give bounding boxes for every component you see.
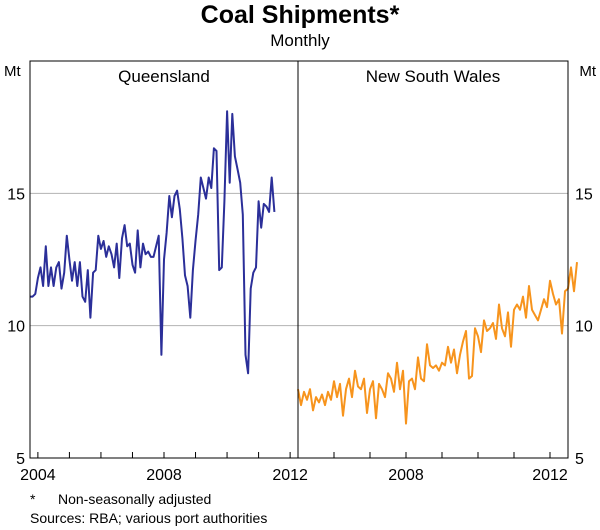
axis-labels: Mt Mt Queensland New South Wales 5 5 10 10 1…	[4, 63, 597, 484]
x-tick-label-2008: 2008	[388, 467, 424, 484]
panel-title-new-south-wales: New South Wales	[366, 67, 500, 86]
x-tick-label-2004: 2004	[20, 467, 56, 484]
y-unit-left: Mt	[4, 63, 21, 80]
footnote-marker: *	[30, 491, 36, 507]
footnote-adjustment: * Non-seasonally adjusted	[30, 491, 211, 508]
y-unit-right: Mt	[579, 63, 596, 80]
series-line-queensland	[30, 110, 276, 375]
x-tick-label-2012: 2012	[532, 467, 568, 484]
chart-title: Coal Shipments*	[200, 1, 400, 29]
footnote-text: Non-seasonally adjusted	[58, 491, 212, 507]
y-tick-right-5: 5	[575, 451, 584, 468]
axis-ticks	[37, 452, 551, 458]
y-tick-left-5: 5	[16, 451, 25, 468]
plot-frame	[29, 60, 569, 459]
series-line-new-south-wales	[297, 261, 578, 425]
y-tick-right-10: 10	[575, 319, 593, 336]
x-tick-label-2008: 2008	[146, 467, 182, 484]
series-layer	[30, 110, 578, 425]
y-tick-left-15: 15	[7, 186, 25, 203]
y-tick-right-15: 15	[575, 186, 593, 203]
chart-subtitle: Monthly	[270, 31, 330, 50]
gridlines	[30, 192, 568, 327]
panel-title-queensland: Queensland	[118, 67, 210, 86]
y-tick-left-10: 10	[7, 319, 25, 336]
x-tick-label-2012: 2012	[272, 467, 308, 484]
footnote-sources: Sources: RBA; various port authorities	[30, 510, 268, 526]
